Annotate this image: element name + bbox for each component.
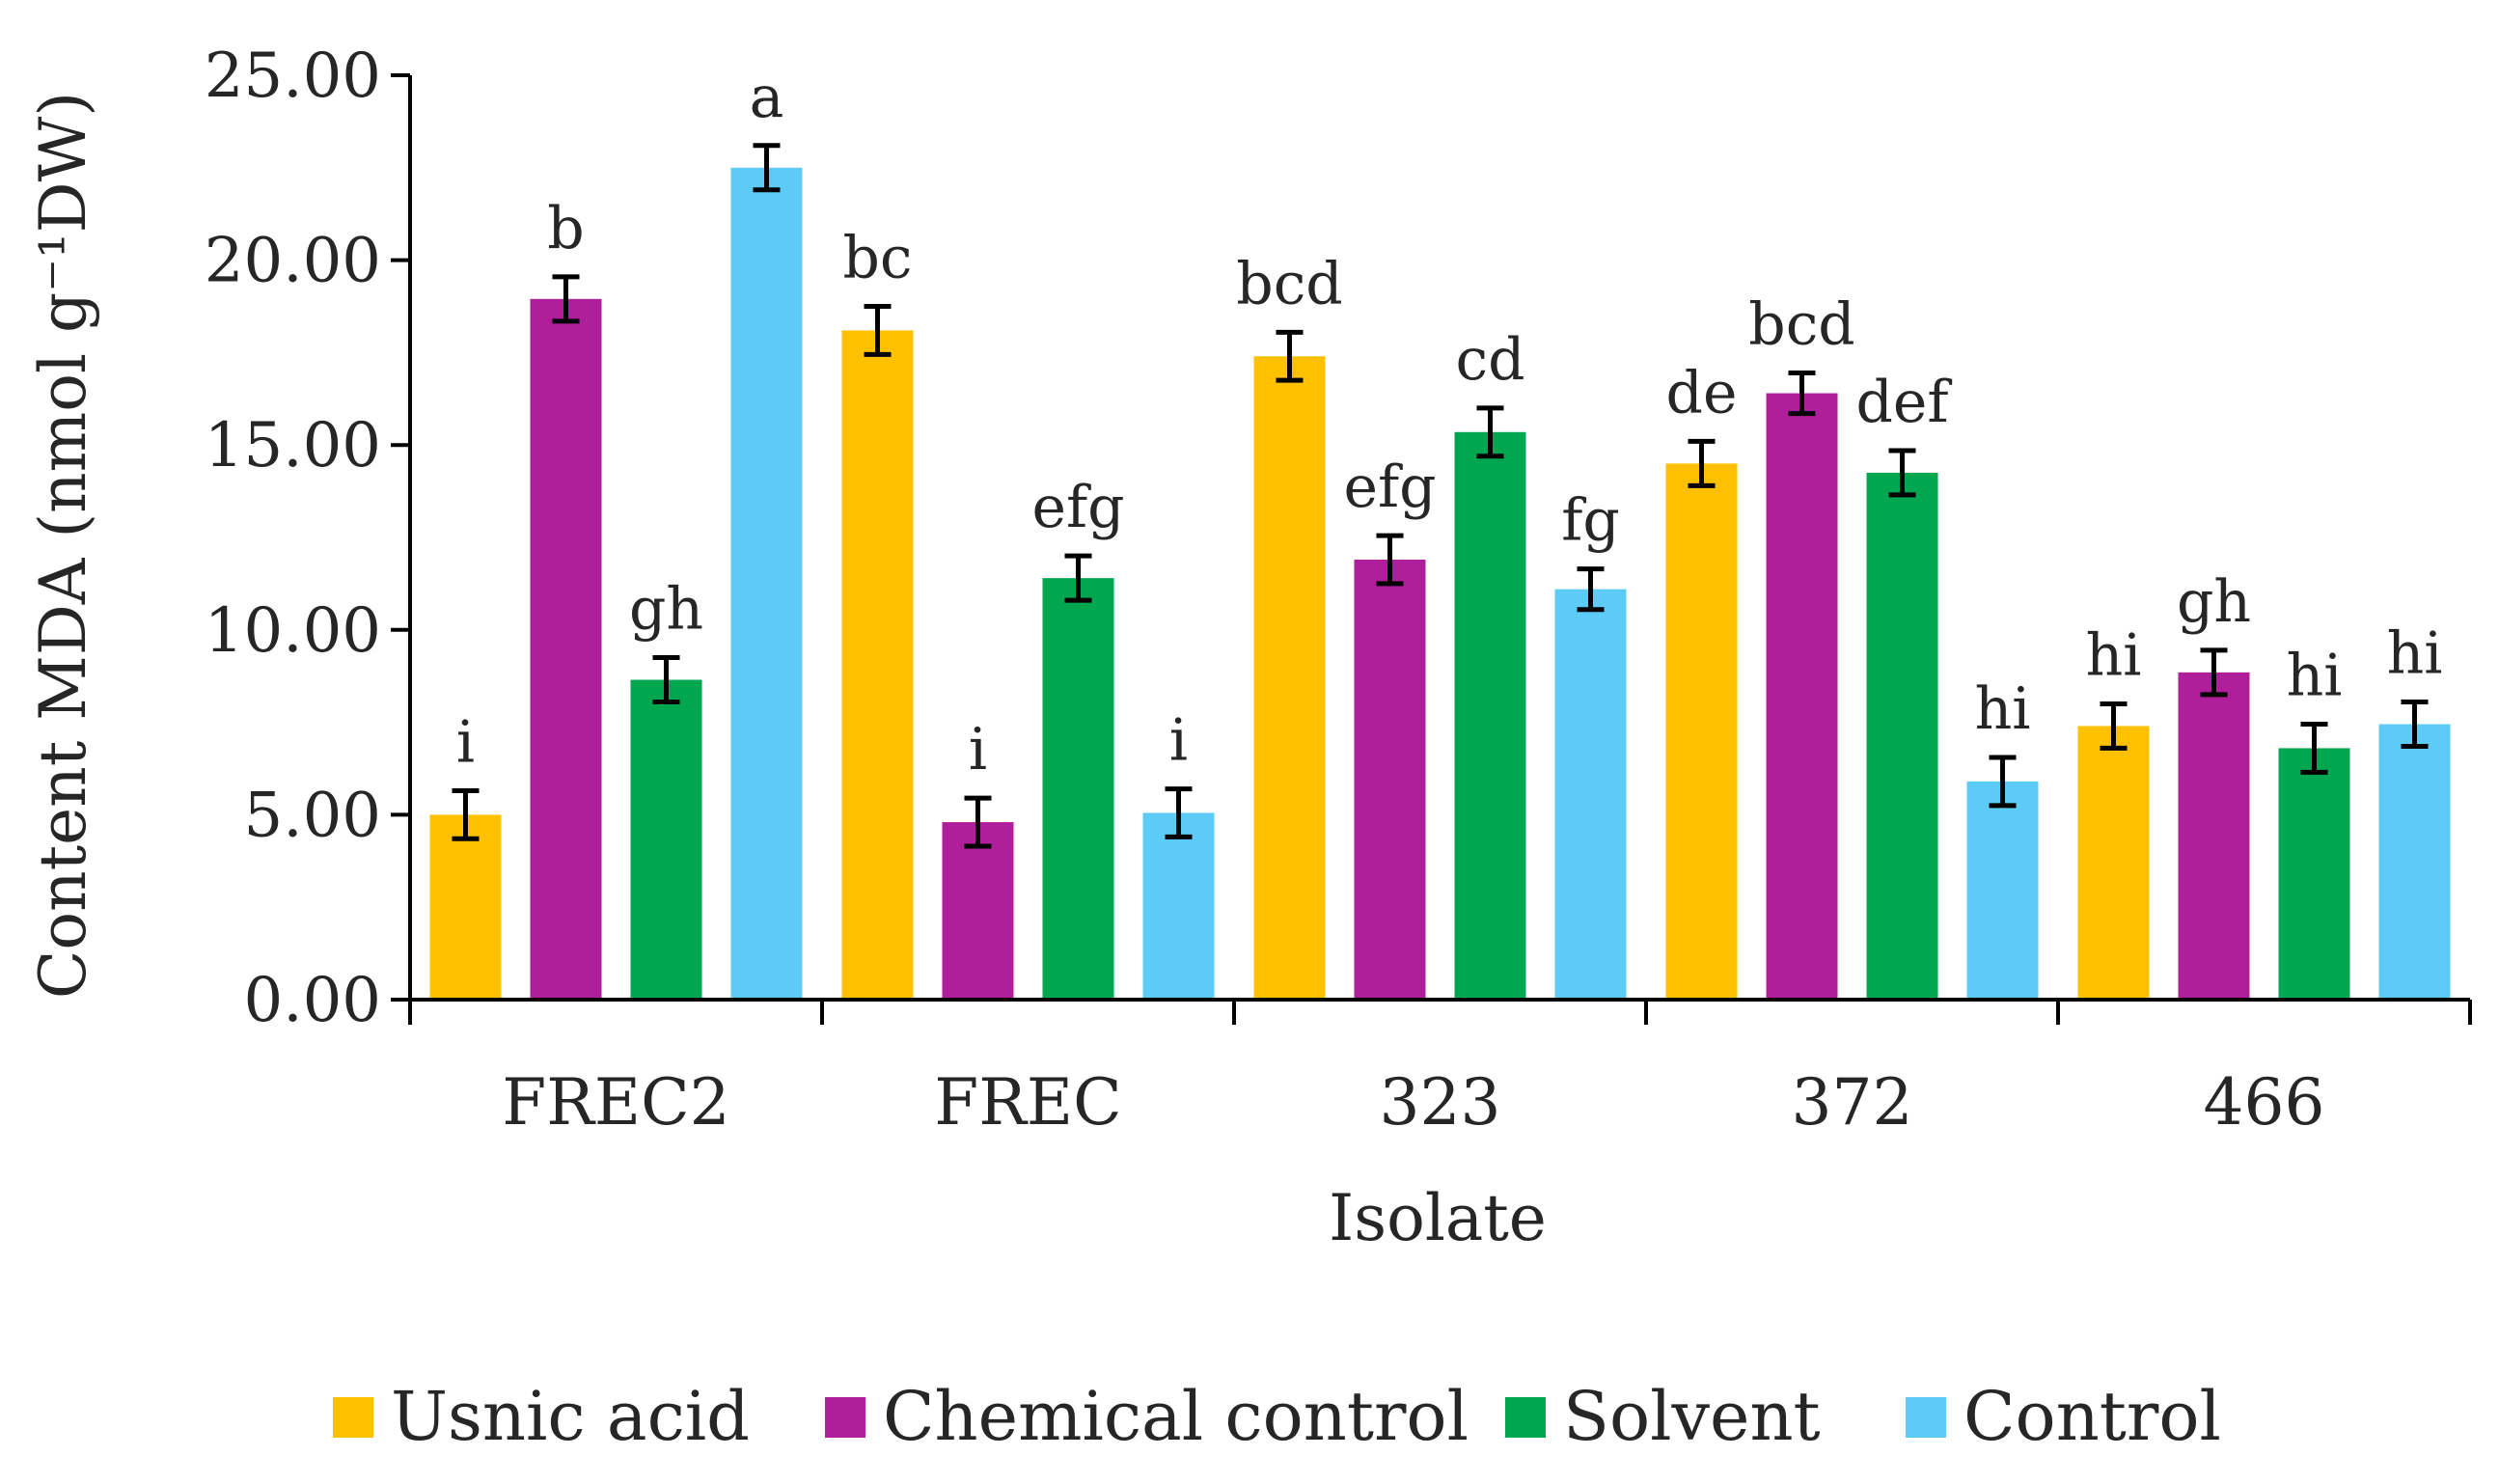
legend: Usnic acid Chemical control Solvent Control [333, 1377, 2221, 1456]
significance-label: hi [2387, 620, 2443, 688]
x-tick-label: FREC [934, 1065, 1121, 1140]
y-tick-label: 20.00 [205, 226, 381, 297]
legend-swatch [1505, 1397, 1546, 1438]
significance-label: gh [629, 576, 703, 644]
significance-label: i [1169, 707, 1188, 775]
bar [1554, 589, 1627, 1000]
legend-label: Solvent [1563, 1377, 1821, 1456]
x-axis-tick-labels: FREC2 FREC 323 372 466 [502, 1065, 2324, 1140]
significance-label: hi [2086, 621, 2142, 689]
bar [630, 679, 702, 1000]
bar [2077, 726, 2150, 1000]
y-tick-label: 25.00 [205, 41, 381, 112]
legend-item: Solvent [1505, 1377, 1821, 1456]
x-tick-label: FREC2 [502, 1065, 729, 1140]
legend-item: Chemical control [825, 1377, 1469, 1456]
bar [1966, 781, 2039, 1000]
x-tick-label: 372 [1792, 1065, 1913, 1140]
significance-label: bcd [1748, 290, 1854, 358]
error-bars [452, 143, 2429, 849]
bar [1766, 393, 1838, 1000]
bar [1253, 356, 1326, 1000]
bar [429, 814, 502, 1000]
legend-swatch [1906, 1397, 1946, 1438]
y-tick-label: 0.00 [244, 965, 382, 1036]
significance-label: bcd [1236, 250, 1342, 317]
y-tick-label: 15.00 [205, 410, 381, 481]
significance-label: bc [842, 225, 912, 292]
significance-label: de [1666, 359, 1738, 426]
significance-label: a [750, 64, 784, 131]
x-axis-category-separators [408, 1000, 2472, 1025]
bars [429, 167, 2451, 1001]
legend-label: Chemical control [883, 1377, 1469, 1456]
bar [2278, 748, 2350, 1000]
bar [1354, 559, 1426, 1000]
bar [1142, 812, 1215, 1000]
bar [841, 330, 914, 1001]
y-tick-label: 10.00 [205, 595, 381, 667]
bar [2378, 724, 2451, 1000]
y-axis-ticks: 0.00 5.00 10.00 15.00 20.00 25.00 [205, 41, 410, 1036]
bar [1866, 472, 1938, 1000]
bar [730, 167, 803, 1001]
x-axis-title: Isolate [1329, 1181, 1547, 1255]
bar [1042, 578, 1114, 1000]
y-tick-label: 5.00 [244, 780, 382, 851]
significance-label: hi [2287, 643, 2343, 710]
significance-label: efg [1031, 474, 1124, 541]
bar [1665, 463, 1738, 1000]
significance-label: cd [1455, 326, 1524, 394]
legend-item: Usnic acid [333, 1377, 750, 1456]
bar [942, 822, 1014, 1000]
significance-label: gh [2177, 568, 2251, 636]
legend-label: Control [1964, 1377, 2221, 1456]
significance-label: i [969, 716, 987, 783]
significance-label: i [456, 708, 475, 776]
x-tick-label: 323 [1380, 1065, 1501, 1140]
significance-label: b [547, 195, 584, 262]
significance-label: def [1855, 369, 1952, 436]
significance-label: efg [1343, 453, 1436, 521]
significance-label: hi [1975, 675, 2031, 743]
legend-swatch [825, 1397, 865, 1438]
bar [530, 298, 602, 1000]
y-axis-title: Content MDA (nmol g⁻¹DW) [26, 92, 100, 999]
significance-label: fg [1561, 487, 1620, 555]
legend-label: Usnic acid [391, 1377, 750, 1456]
legend-swatch [333, 1397, 373, 1438]
x-tick-label: 466 [2204, 1065, 2325, 1140]
bar [1454, 431, 1526, 1001]
bar [2178, 672, 2250, 1000]
legend-item: Control [1906, 1377, 2221, 1456]
